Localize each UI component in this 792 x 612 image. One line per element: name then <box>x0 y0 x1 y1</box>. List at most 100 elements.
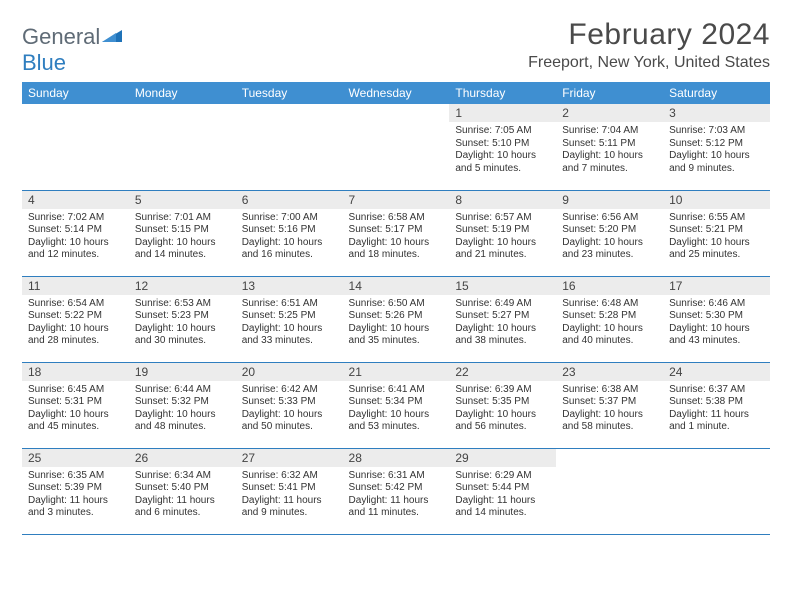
sunrise-text: Sunrise: 7:00 AM <box>242 212 337 225</box>
day-details: Sunrise: 6:44 AMSunset: 5:32 PMDaylight:… <box>129 381 236 438</box>
calendar-day-cell: 19Sunrise: 6:44 AMSunset: 5:32 PMDayligh… <box>129 362 236 448</box>
daylight-text-2: and 38 minutes. <box>455 335 550 348</box>
sunset-text: Sunset: 5:39 PM <box>28 482 123 495</box>
calendar-week-row: 4Sunrise: 7:02 AMSunset: 5:14 PMDaylight… <box>22 190 770 276</box>
day-details: Sunrise: 7:03 AMSunset: 5:12 PMDaylight:… <box>663 122 770 179</box>
daylight-text-1: Daylight: 10 hours <box>455 237 550 250</box>
day-number: 23 <box>556 363 663 381</box>
sunrise-text: Sunrise: 6:49 AM <box>455 298 550 311</box>
day-number: 26 <box>129 449 236 467</box>
calendar-empty-cell <box>663 448 770 534</box>
day-number: 10 <box>663 191 770 209</box>
daylight-text-1: Daylight: 11 hours <box>242 495 337 508</box>
day-number: 4 <box>22 191 129 209</box>
sunrise-text: Sunrise: 6:50 AM <box>349 298 444 311</box>
sunrise-text: Sunrise: 6:44 AM <box>135 384 230 397</box>
day-number: 5 <box>129 191 236 209</box>
sunrise-text: Sunrise: 6:42 AM <box>242 384 337 397</box>
sunset-text: Sunset: 5:38 PM <box>669 396 764 409</box>
day-details: Sunrise: 6:53 AMSunset: 5:23 PMDaylight:… <box>129 295 236 352</box>
calendar-day-cell: 16Sunrise: 6:48 AMSunset: 5:28 PMDayligh… <box>556 276 663 362</box>
day-details: Sunrise: 6:32 AMSunset: 5:41 PMDaylight:… <box>236 467 343 524</box>
day-details: Sunrise: 7:05 AMSunset: 5:10 PMDaylight:… <box>449 122 556 179</box>
daylight-text-2: and 3 minutes. <box>28 507 123 520</box>
daylight-text-2: and 40 minutes. <box>562 335 657 348</box>
weekday-header: Thursday <box>449 82 556 104</box>
day-details: Sunrise: 6:55 AMSunset: 5:21 PMDaylight:… <box>663 209 770 266</box>
sunrise-text: Sunrise: 6:38 AM <box>562 384 657 397</box>
calendar-empty-cell <box>556 448 663 534</box>
daylight-text-2: and 33 minutes. <box>242 335 337 348</box>
daylight-text-1: Daylight: 10 hours <box>135 323 230 336</box>
weekday-header: Monday <box>129 82 236 104</box>
sunset-text: Sunset: 5:32 PM <box>135 396 230 409</box>
calendar-week-row: 18Sunrise: 6:45 AMSunset: 5:31 PMDayligh… <box>22 362 770 448</box>
month-title: February 2024 <box>528 18 770 52</box>
daylight-text-2: and 14 minutes. <box>455 507 550 520</box>
sunset-text: Sunset: 5:35 PM <box>455 396 550 409</box>
calendar-empty-cell <box>129 104 236 190</box>
calendar-day-cell: 23Sunrise: 6:38 AMSunset: 5:37 PMDayligh… <box>556 362 663 448</box>
daylight-text-1: Daylight: 11 hours <box>28 495 123 508</box>
sunrise-text: Sunrise: 6:45 AM <box>28 384 123 397</box>
location-text: Freeport, New York, United States <box>528 54 770 72</box>
day-details: Sunrise: 6:39 AMSunset: 5:35 PMDaylight:… <box>449 381 556 438</box>
day-details: Sunrise: 6:54 AMSunset: 5:22 PMDaylight:… <box>22 295 129 352</box>
calendar-day-cell: 25Sunrise: 6:35 AMSunset: 5:39 PMDayligh… <box>22 448 129 534</box>
sunset-text: Sunset: 5:28 PM <box>562 310 657 323</box>
day-number: 19 <box>129 363 236 381</box>
day-number: 7 <box>343 191 450 209</box>
sunset-text: Sunset: 5:16 PM <box>242 224 337 237</box>
sunrise-text: Sunrise: 6:29 AM <box>455 470 550 483</box>
daylight-text-1: Daylight: 10 hours <box>562 323 657 336</box>
day-details: Sunrise: 6:58 AMSunset: 5:17 PMDaylight:… <box>343 209 450 266</box>
daylight-text-2: and 30 minutes. <box>135 335 230 348</box>
weekday-header: Sunday <box>22 82 129 104</box>
calendar-day-cell: 10Sunrise: 6:55 AMSunset: 5:21 PMDayligh… <box>663 190 770 276</box>
sunrise-text: Sunrise: 6:56 AM <box>562 212 657 225</box>
daylight-text-2: and 5 minutes. <box>455 163 550 176</box>
daylight-text-1: Daylight: 10 hours <box>669 150 764 163</box>
day-number: 20 <box>236 363 343 381</box>
day-details: Sunrise: 6:45 AMSunset: 5:31 PMDaylight:… <box>22 381 129 438</box>
daylight-text-2: and 50 minutes. <box>242 421 337 434</box>
sunrise-text: Sunrise: 6:48 AM <box>562 298 657 311</box>
day-details: Sunrise: 7:04 AMSunset: 5:11 PMDaylight:… <box>556 122 663 179</box>
weekday-header: Friday <box>556 82 663 104</box>
sunset-text: Sunset: 5:23 PM <box>135 310 230 323</box>
daylight-text-2: and 35 minutes. <box>349 335 444 348</box>
sunset-text: Sunset: 5:41 PM <box>242 482 337 495</box>
calendar-header-row: SundayMondayTuesdayWednesdayThursdayFrid… <box>22 82 770 104</box>
sunset-text: Sunset: 5:17 PM <box>349 224 444 237</box>
day-number: 14 <box>343 277 450 295</box>
sunset-text: Sunset: 5:14 PM <box>28 224 123 237</box>
logo-text-gray: General <box>22 24 100 49</box>
daylight-text-1: Daylight: 10 hours <box>349 323 444 336</box>
sunrise-text: Sunrise: 6:39 AM <box>455 384 550 397</box>
daylight-text-2: and 23 minutes. <box>562 249 657 262</box>
sunset-text: Sunset: 5:15 PM <box>135 224 230 237</box>
daylight-text-2: and 16 minutes. <box>242 249 337 262</box>
logo-text-blue: Blue <box>22 50 66 75</box>
sunset-text: Sunset: 5:11 PM <box>562 138 657 151</box>
day-number: 8 <box>449 191 556 209</box>
daylight-text-1: Daylight: 10 hours <box>669 323 764 336</box>
daylight-text-1: Daylight: 11 hours <box>669 409 764 422</box>
day-number: 15 <box>449 277 556 295</box>
calendar-day-cell: 27Sunrise: 6:32 AMSunset: 5:41 PMDayligh… <box>236 448 343 534</box>
daylight-text-1: Daylight: 10 hours <box>242 237 337 250</box>
day-number: 12 <box>129 277 236 295</box>
sunset-text: Sunset: 5:27 PM <box>455 310 550 323</box>
sunrise-text: Sunrise: 6:32 AM <box>242 470 337 483</box>
calendar-day-cell: 26Sunrise: 6:34 AMSunset: 5:40 PMDayligh… <box>129 448 236 534</box>
sunrise-text: Sunrise: 6:46 AM <box>669 298 764 311</box>
day-number: 1 <box>449 104 556 122</box>
calendar-empty-cell <box>343 104 450 190</box>
calendar-table: SundayMondayTuesdayWednesdayThursdayFrid… <box>22 82 770 535</box>
calendar-day-cell: 12Sunrise: 6:53 AMSunset: 5:23 PMDayligh… <box>129 276 236 362</box>
daylight-text-1: Daylight: 10 hours <box>242 409 337 422</box>
sunrise-text: Sunrise: 6:58 AM <box>349 212 444 225</box>
daylight-text-2: and 28 minutes. <box>28 335 123 348</box>
sunrise-text: Sunrise: 6:34 AM <box>135 470 230 483</box>
day-details: Sunrise: 6:56 AMSunset: 5:20 PMDaylight:… <box>556 209 663 266</box>
